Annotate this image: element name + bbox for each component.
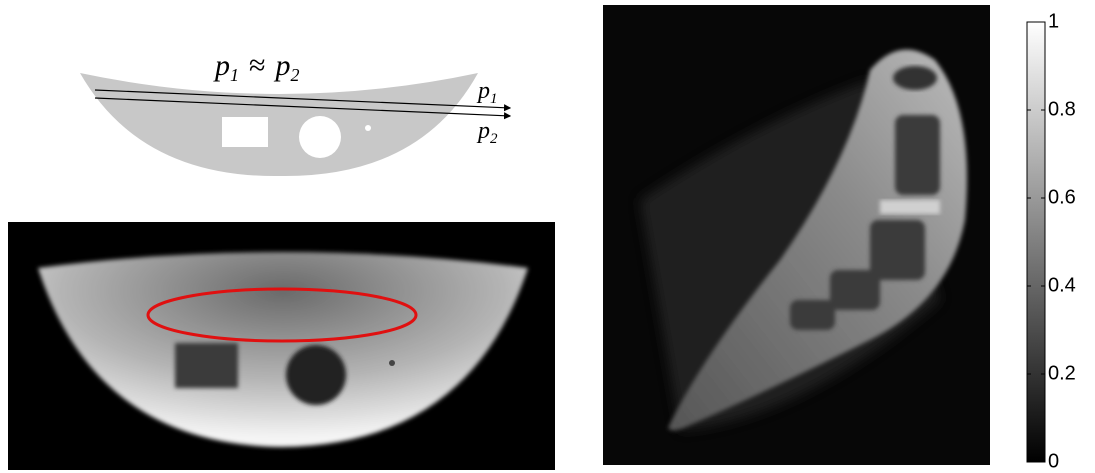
tick-label: 0.6 [1048,186,1076,208]
tick-label: 0.2 [1048,362,1076,384]
ray-label: p2 [476,118,498,147]
page: p1≈p2 p1 p2 00.20.40.60.81 (() => { cons… [0,0,1095,473]
tick-label: 0 [1048,450,1059,472]
label: p [476,118,490,144]
tick-label: 1 [1048,10,1059,32]
equation: p1≈p2 [213,49,299,85]
label: 1 [230,65,239,85]
label: 2 [290,65,299,85]
label: p [476,78,490,104]
ct-image [603,5,990,465]
phantom-diagram: p1≈p2 p1 p2 [80,49,510,176]
label: 2 [490,131,498,147]
tick-label: 0.4 [1048,274,1076,296]
label: p [273,49,290,82]
figure: p1≈p2 p1 p2 00.20.40.60.81 [0,0,1095,473]
label: p [213,49,230,82]
reconstruction-image [8,222,555,470]
colorbar: 0 0.2 0.4 0.6 0.8 1 [1027,10,1076,472]
ray-label: p1 [476,78,498,107]
label: ≈ [249,49,265,82]
tick-label: 0.8 [1048,98,1076,120]
label: 1 [490,91,498,107]
